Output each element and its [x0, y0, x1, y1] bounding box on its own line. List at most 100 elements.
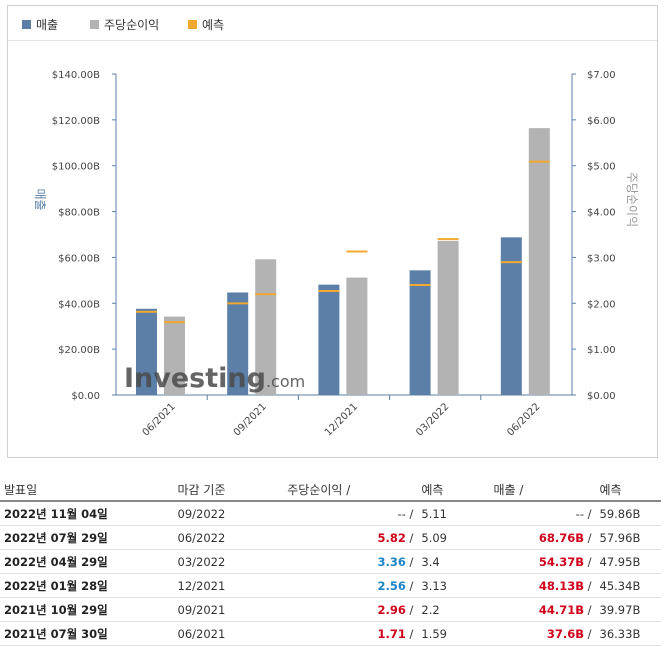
- revenue-actual: 54.37B: [538, 554, 584, 569]
- x-tick-label: 12/2021: [323, 401, 360, 438]
- revenue-actual: 44.71B: [538, 602, 584, 617]
- header-revenue[interactable]: 매출 /: [489, 478, 596, 502]
- revenue-actual: 48.13B: [538, 578, 584, 593]
- left-tick-label: $20.00B: [58, 345, 100, 356]
- legend-swatch-revenue: [22, 20, 31, 29]
- cell-period: 09/2022: [173, 501, 284, 526]
- right-tick-label: $6.00: [587, 116, 616, 127]
- header-eps-label: 주당순이익: [287, 482, 343, 497]
- cell-revenue-forecast: 47.95B: [595, 549, 661, 574]
- header-period[interactable]: 마감 기준: [173, 478, 284, 502]
- revenue-actual: 68.76B: [538, 530, 584, 545]
- left-tick-label: $80.00B: [58, 208, 100, 219]
- bar-eps: [164, 316, 185, 395]
- legend-swatch-forecast: [188, 20, 197, 29]
- watermark-suffix: .com: [266, 372, 305, 391]
- legend-item-revenue[interactable]: 매출: [22, 16, 58, 33]
- legend-swatch-eps: [90, 20, 99, 29]
- legend-label-revenue: 매출: [36, 18, 59, 32]
- cell-eps-forecast: 2.2: [417, 597, 490, 622]
- left-tick-label: $120.00B: [52, 116, 100, 127]
- eps-actual: 2.56: [377, 578, 406, 593]
- eps-actual: 1.71: [377, 626, 406, 641]
- y2-axis-label: 주당순이익: [625, 172, 639, 227]
- cell-eps-forecast: 1.59: [417, 621, 490, 646]
- cell-date: 2022년 01월 28일: [0, 573, 174, 598]
- right-tick-label: $4.00: [587, 208, 616, 219]
- x-tick-label: 03/2022: [414, 401, 451, 438]
- right-tick-label: $0.00: [587, 391, 616, 402]
- left-tick-label: $100.00B: [52, 162, 100, 173]
- bar-revenue: [409, 270, 431, 395]
- eps-actual: 2.96: [377, 602, 406, 617]
- bar-eps: [437, 240, 459, 395]
- legend-item-eps[interactable]: 주당순이익: [90, 16, 159, 33]
- x-tick-label: 06/2021: [141, 401, 178, 438]
- bar-revenue: [227, 292, 249, 395]
- x-tick-label: 06/2022: [505, 401, 542, 438]
- cell-period: 06/2021: [173, 621, 284, 646]
- bar-revenue: [318, 284, 340, 395]
- cell-revenue-forecast: 39.97B: [595, 597, 661, 622]
- cell-date: 2022년 04월 29일: [0, 549, 174, 574]
- table-row: 2022년 07월 29일 06/2022 5.82 /5.09 68.76B /57…: [0, 525, 661, 550]
- bar-revenue: [136, 308, 157, 395]
- left-tick-label: $0.00: [71, 391, 100, 402]
- cell-revenue-forecast: 45.34B: [595, 573, 661, 598]
- header-date[interactable]: 발표일: [0, 478, 174, 502]
- cell-eps: 5.82 /: [283, 525, 418, 550]
- cell-revenue: 54.37B /: [489, 549, 596, 574]
- bar-eps: [528, 128, 550, 395]
- eps-actual: 5.82: [377, 530, 406, 545]
- header-eps-forecast[interactable]: 예측: [417, 478, 490, 502]
- table-row: 2021년 07월 30일 06/2021 1.71 /1.59 37.6B /36.…: [0, 621, 661, 646]
- bar-revenue: [500, 237, 522, 395]
- revenue-actual: --: [575, 506, 584, 521]
- cell-eps-forecast: 3.4: [417, 549, 490, 574]
- cell-date: 2022년 07월 29일: [0, 525, 174, 550]
- left-tick-label: $40.00B: [58, 299, 100, 310]
- header-eps[interactable]: 주당순이익 /: [283, 478, 418, 502]
- earnings-chart-panel: 매출 주당순이익 예측 $0.00 $20.00B $40.00B $60.00B $8…: [7, 5, 658, 458]
- legend-label-forecast: 예측: [202, 18, 225, 32]
- cell-revenue-forecast: 36.33B: [595, 621, 661, 646]
- cell-revenue: 68.76B /: [489, 525, 596, 550]
- y-axis-label: 매출: [33, 188, 47, 210]
- chart-legend: 매출 주당순이익 예측: [8, 6, 657, 41]
- cell-period: 09/2021: [173, 597, 284, 622]
- left-tick-label: $60.00B: [58, 253, 100, 264]
- x-tick-label: 09/2021: [232, 401, 269, 438]
- right-tick-label: $5.00: [587, 162, 616, 173]
- cell-eps-forecast: 5.11: [417, 501, 490, 526]
- cell-eps: 2.56 /: [283, 573, 418, 598]
- legend-item-forecast[interactable]: 예측: [188, 16, 224, 33]
- table-row: 2022년 11월 04일 09/2022 -- /5.11 -- /59.86B: [0, 501, 661, 526]
- watermark: Investing.com: [124, 363, 305, 394]
- cell-eps: 1.71 /: [283, 621, 418, 646]
- right-tick-label: $1.00: [587, 345, 616, 356]
- revenue-actual: 37.6B: [546, 626, 584, 641]
- cell-eps-forecast: 3.13: [417, 573, 490, 598]
- watermark-main: Investing: [124, 363, 266, 394]
- right-tick-label: $3.00: [587, 253, 616, 264]
- table-row: 2022년 04월 29일 03/2022 3.36 /3.4 54.37B /47.…: [0, 549, 661, 574]
- earnings-table: 발표일 마감 기준 주당순이익 / 예측 매출 / 예측 2022년 11월 0…: [0, 478, 661, 646]
- cell-period: 06/2022: [173, 525, 284, 550]
- left-tick-label: $140.00B: [52, 70, 100, 81]
- header-revenue-forecast[interactable]: 예측: [595, 478, 661, 502]
- eps-actual: --: [397, 506, 406, 521]
- bar-eps: [346, 277, 368, 395]
- chart-plot: $0.00 $20.00B $40.00B $60.00B $80.00B $100.00…: [33, 70, 639, 438]
- cell-revenue-forecast: 57.96B: [595, 525, 661, 550]
- cell-eps: -- /: [283, 501, 418, 526]
- cell-revenue: 48.13B /: [489, 573, 596, 598]
- cell-date: 2022년 11월 04일: [0, 501, 174, 526]
- cell-revenue-forecast: 59.86B: [595, 501, 661, 526]
- table-header-row: 발표일 마감 기준 주당순이익 / 예측 매출 / 예측: [0, 478, 661, 502]
- cell-date: 2021년 10월 29일: [0, 597, 174, 622]
- cell-eps: 2.96 /: [283, 597, 418, 622]
- header-revenue-label: 매출: [493, 482, 516, 497]
- right-tick-label: $2.00: [587, 299, 616, 310]
- cell-eps: 3.36 /: [283, 549, 418, 574]
- eps-actual: 3.36: [377, 554, 406, 569]
